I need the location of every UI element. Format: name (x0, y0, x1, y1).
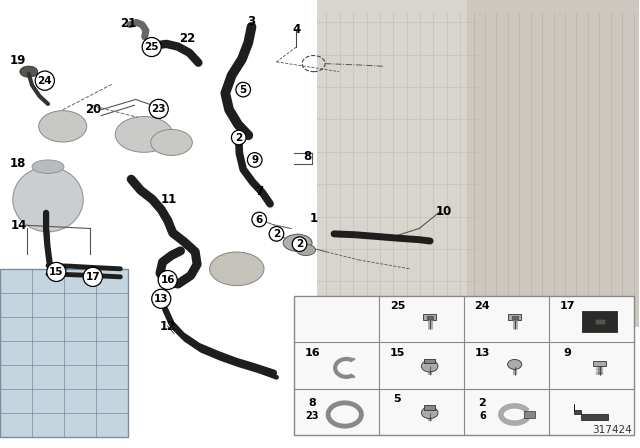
Text: 9: 9 (251, 155, 259, 165)
FancyBboxPatch shape (508, 314, 521, 320)
Text: 16: 16 (161, 275, 175, 285)
Text: 13: 13 (475, 348, 490, 358)
Circle shape (421, 407, 438, 418)
Text: 19: 19 (10, 54, 26, 67)
Text: 21: 21 (120, 17, 136, 30)
Circle shape (421, 360, 438, 372)
Text: 23: 23 (152, 104, 166, 114)
Text: 4: 4 (292, 22, 300, 36)
FancyBboxPatch shape (582, 311, 617, 332)
Ellipse shape (151, 129, 193, 155)
Text: 23: 23 (306, 411, 319, 421)
Ellipse shape (13, 167, 83, 232)
Text: 25: 25 (390, 301, 405, 311)
Ellipse shape (32, 160, 64, 173)
Text: 6: 6 (255, 215, 263, 224)
Text: 18: 18 (10, 157, 26, 170)
FancyBboxPatch shape (595, 319, 605, 324)
FancyBboxPatch shape (427, 316, 433, 319)
Text: 5: 5 (239, 85, 247, 95)
Text: 25: 25 (145, 42, 159, 52)
Text: 8: 8 (303, 150, 311, 164)
Polygon shape (574, 404, 608, 420)
Text: 13: 13 (154, 294, 168, 304)
Text: 9: 9 (563, 348, 572, 358)
Text: 6: 6 (479, 411, 486, 421)
FancyBboxPatch shape (0, 269, 128, 437)
Text: 22: 22 (179, 32, 196, 46)
FancyBboxPatch shape (424, 314, 436, 320)
Polygon shape (467, 0, 639, 327)
Text: 15: 15 (390, 348, 405, 358)
Text: 1: 1 (310, 212, 317, 225)
Text: 20: 20 (84, 103, 101, 116)
Text: 15: 15 (49, 267, 63, 277)
Text: 14: 14 (11, 219, 28, 232)
Text: 24: 24 (38, 76, 52, 86)
Text: 17: 17 (86, 272, 100, 282)
Ellipse shape (284, 234, 312, 251)
Text: 2: 2 (479, 398, 486, 408)
FancyBboxPatch shape (294, 296, 634, 435)
Polygon shape (317, 0, 480, 327)
Text: 7: 7 (255, 185, 263, 198)
Text: 10: 10 (435, 205, 452, 218)
Text: 2: 2 (273, 229, 280, 239)
Ellipse shape (210, 252, 264, 286)
Text: 3: 3 (248, 15, 255, 28)
Circle shape (508, 359, 522, 369)
Ellipse shape (20, 66, 38, 77)
Text: 12: 12 (159, 319, 176, 333)
Text: 16: 16 (305, 348, 320, 358)
Ellipse shape (38, 111, 87, 142)
FancyBboxPatch shape (424, 405, 435, 410)
FancyBboxPatch shape (511, 316, 518, 319)
Text: 2: 2 (235, 133, 243, 142)
Ellipse shape (115, 116, 173, 152)
Text: 2: 2 (296, 239, 303, 249)
Text: 11: 11 (160, 193, 177, 206)
FancyBboxPatch shape (593, 361, 606, 366)
Text: 8: 8 (308, 398, 316, 408)
Ellipse shape (296, 245, 316, 255)
FancyBboxPatch shape (424, 358, 435, 363)
Text: 5: 5 (394, 394, 401, 404)
Text: 317424: 317424 (593, 426, 632, 435)
Text: 24: 24 (474, 301, 490, 311)
Text: 17: 17 (559, 301, 575, 311)
FancyBboxPatch shape (524, 411, 534, 418)
